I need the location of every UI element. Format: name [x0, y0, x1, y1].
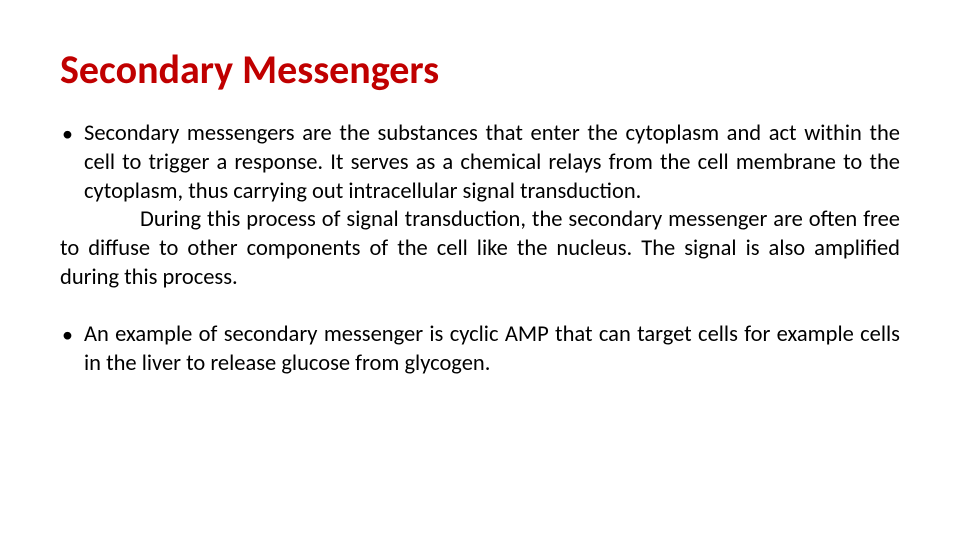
bullet-text: An example of secondary messenger is cyc… — [84, 321, 900, 379]
slide: Secondary Messengers • Secondary messeng… — [0, 0, 960, 540]
slide-title: Secondary Messengers — [60, 48, 900, 92]
spacer — [60, 293, 900, 321]
bullet-continuation: During this process of signal transducti… — [60, 206, 900, 292]
slide-body: • Secondary messengers are the substance… — [60, 120, 900, 378]
bullet-item: • An example of secondary messenger is c… — [60, 321, 900, 379]
bullet-text: Secondary messengers are the substances … — [84, 120, 900, 206]
bullet-item: • Secondary messengers are the substance… — [60, 120, 900, 206]
bullet-marker: • — [60, 321, 84, 349]
bullet-marker: • — [60, 120, 84, 148]
